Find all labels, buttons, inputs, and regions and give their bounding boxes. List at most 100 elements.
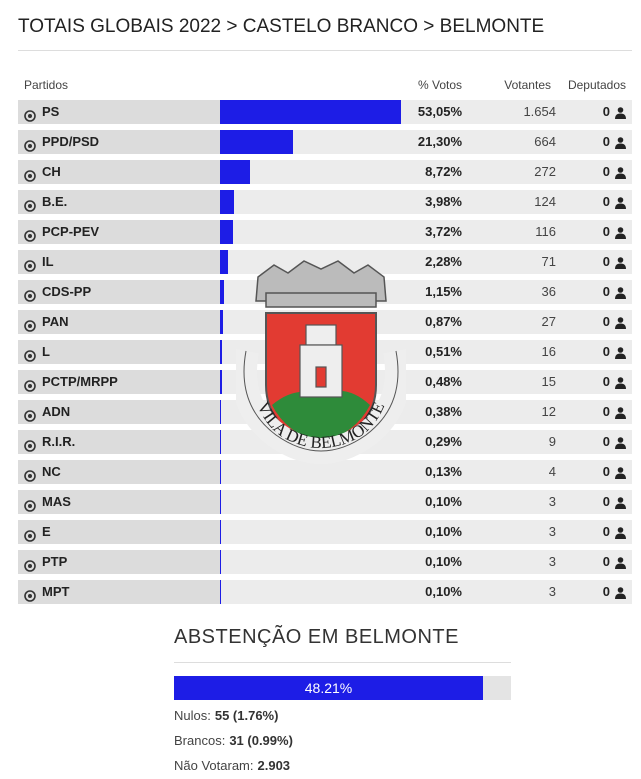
vote-percent: 3,98% [425, 194, 462, 209]
party-name: PPD/PSD [42, 134, 100, 149]
party-cell: PTP [18, 550, 220, 574]
vote-bar [220, 250, 228, 274]
deputies: 0 [602, 464, 610, 479]
abstention-bar [174, 676, 484, 700]
vote-percent: 0,10% [425, 524, 462, 539]
voters: 1.654 [523, 104, 556, 119]
party-name: PTP [42, 554, 68, 569]
voters: 9 [548, 434, 556, 449]
abstention-track: 48.21% [174, 676, 511, 700]
party-icon [24, 406, 36, 430]
party-cell: CH [18, 160, 220, 184]
page-title: TOTAIS GLOBAIS 2022 > CASTELO BRANCO > B… [18, 16, 545, 37]
party-cell: L [18, 340, 220, 364]
vote-percent: 0,29% [425, 434, 462, 449]
voters: 3 [548, 494, 556, 509]
party-name: PS [42, 104, 60, 119]
party-name: CH [42, 164, 61, 179]
vote-percent: 3,72% [425, 224, 462, 239]
vote-percent: 0,48% [425, 374, 462, 389]
vote-percent: 0,10% [425, 494, 462, 509]
deputies: 0 [602, 284, 610, 299]
vote-percent: 21,30% [417, 134, 462, 149]
stat-line: Brancos: 31 (0.99%) [174, 733, 293, 748]
abstention-label: 48.21% [304, 680, 353, 696]
party-cell: CDS-PP [18, 280, 220, 304]
deputy-icon [615, 256, 626, 274]
vote-bar [220, 400, 222, 424]
party-name: NC [42, 464, 61, 479]
party-name: MAS [42, 494, 71, 509]
deputies: 0 [602, 494, 610, 509]
voters: 664 [534, 134, 556, 149]
stat-label: Nulos: [174, 708, 211, 723]
deputy-icon [615, 586, 626, 604]
party-icon [24, 166, 36, 190]
party-cell: IL [18, 250, 220, 274]
vote-bar [220, 580, 221, 604]
stat-line: Não Votaram: 2.903 [174, 758, 290, 773]
deputy-icon [615, 346, 626, 364]
party-cell: MPT [18, 580, 220, 604]
deputies: 0 [602, 194, 610, 209]
party-cell: R.I.R. [18, 430, 220, 454]
result-row: IL 2,28% 71 0 [18, 250, 632, 274]
deputy-icon [615, 316, 626, 334]
party-icon [24, 346, 36, 370]
result-row: NC 0,13% 4 0 [18, 460, 632, 484]
party-name: B.E. [42, 194, 68, 209]
vote-bar [220, 100, 402, 124]
voters: 4 [548, 464, 556, 479]
party-name: ADN [42, 404, 71, 419]
voters: 12 [541, 404, 556, 419]
stat-value: 55 (1.76%) [214, 708, 279, 723]
column-header: Votantes [504, 78, 551, 92]
deputies: 0 [602, 314, 610, 329]
party-cell: PPD/PSD [18, 130, 220, 154]
party-cell: PS [18, 100, 220, 124]
vote-percent: 1,15% [425, 284, 462, 299]
column-header: Deputados [567, 78, 626, 92]
vote-bar [220, 280, 224, 304]
vote-bar [220, 430, 221, 454]
coat-of-arms: VILA DE BELMONTE [236, 260, 406, 464]
deputy-icon [615, 106, 626, 124]
deputies: 0 [602, 404, 610, 419]
result-row: MPT 0,10% 3 0 [18, 580, 632, 604]
party-name: E [42, 524, 51, 539]
party-icon [24, 526, 36, 550]
vote-bar [220, 130, 293, 154]
voters: 124 [534, 194, 556, 209]
deputies: 0 [602, 434, 610, 449]
vote-bar [220, 310, 223, 334]
vote-bar [220, 220, 233, 244]
party-icon [24, 586, 36, 610]
result-row: E 0,10% 3 0 [18, 520, 632, 544]
party-icon [24, 466, 36, 490]
stat-value: 2.903 [257, 758, 291, 773]
vote-percent: 0,10% [425, 554, 462, 569]
deputies: 0 [602, 254, 610, 269]
vote-bar [220, 160, 250, 184]
deputies: 0 [602, 134, 610, 149]
party-name: R.I.R. [42, 434, 76, 449]
abstention-title: ABSTENÇÃO EM BELMONTE [174, 626, 459, 648]
voters: 71 [541, 254, 556, 269]
vote-percent: 53,05% [417, 104, 462, 119]
deputies: 0 [602, 104, 610, 119]
deputies: 0 [602, 164, 610, 179]
vote-percent: 2,28% [425, 254, 462, 269]
voters: 15 [541, 374, 556, 389]
result-row: PCP-PEV 3,72% 116 0 [18, 220, 632, 244]
vote-bar [220, 460, 221, 484]
voters: 27 [541, 314, 556, 329]
party-cell: ADN [18, 400, 220, 424]
divider [174, 662, 511, 663]
party-name: IL [42, 254, 54, 269]
vote-percent: 8,72% [425, 164, 462, 179]
voters: 3 [548, 554, 556, 569]
result-row: PPD/PSD 21,30% 664 0 [18, 130, 632, 154]
party-icon [24, 496, 36, 520]
deputy-icon [615, 376, 626, 394]
